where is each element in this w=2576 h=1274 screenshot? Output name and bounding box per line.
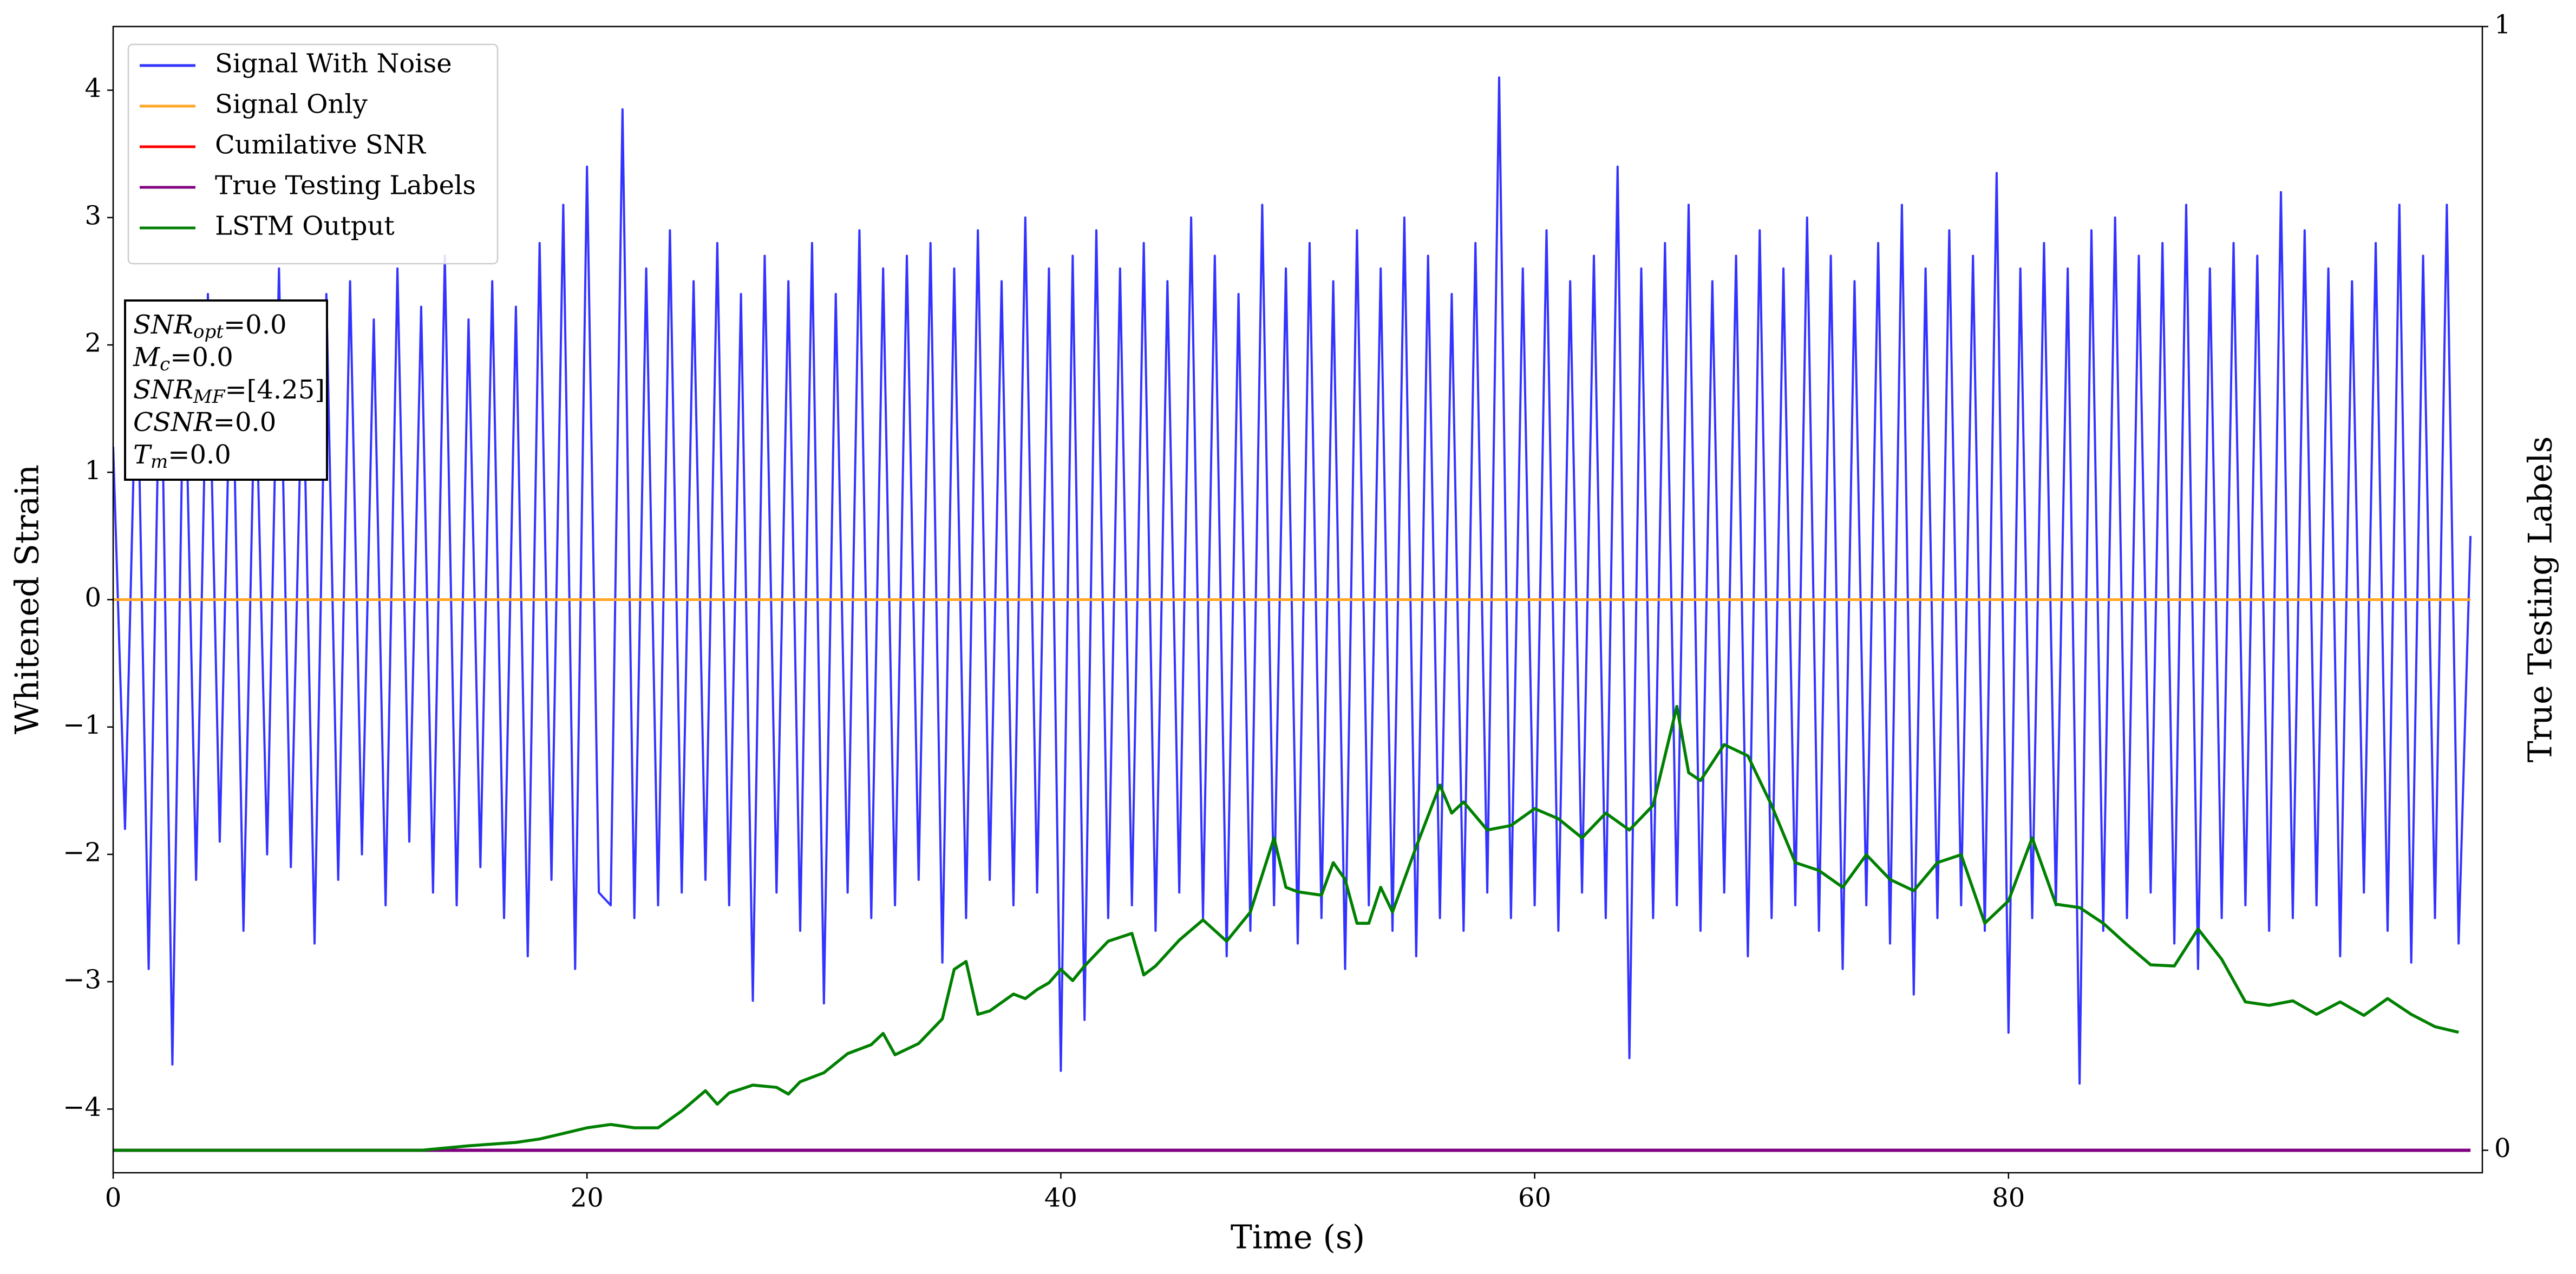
y-tick-label: −1 bbox=[63, 710, 101, 740]
y-tick-label: 1 bbox=[84, 455, 101, 486]
y-tick-label: 2 bbox=[84, 328, 101, 358]
y-tick-label: 3 bbox=[84, 200, 101, 231]
annotation-subscript: MF bbox=[193, 386, 226, 408]
annotation-subscript: opt bbox=[193, 321, 224, 343]
series-line bbox=[113, 76, 2472, 1085]
y2-tick-label: 1 bbox=[2494, 10, 2511, 40]
y-tick-label: 0 bbox=[84, 583, 101, 613]
series-line bbox=[113, 704, 2459, 1152]
annotation-subscript: c bbox=[160, 354, 170, 375]
y-tick-label: −3 bbox=[63, 965, 101, 995]
annotation-box bbox=[124, 299, 328, 481]
annotation-symbol: T bbox=[133, 440, 152, 470]
annotation-line: CSNR=0.0 bbox=[133, 407, 276, 437]
legend-box bbox=[127, 43, 499, 265]
annotation-line: Tm=0.0 bbox=[133, 440, 231, 473]
annotation-line: SNRopt=0.0 bbox=[133, 310, 287, 343]
annotation-subscript: m bbox=[151, 451, 168, 473]
annotation-value: =0.0 bbox=[168, 440, 231, 470]
y2-tick-label: 0 bbox=[2494, 1133, 2511, 1164]
annotation-line: Mc=0.0 bbox=[133, 342, 233, 376]
x-tick-label: 80 bbox=[1992, 1183, 2025, 1213]
annotation-symbol: M bbox=[133, 342, 161, 373]
y-tick-label: −2 bbox=[63, 837, 101, 867]
x-tick-label: 0 bbox=[105, 1183, 122, 1213]
annotation-value: =[4.25] bbox=[225, 375, 325, 405]
legend-label: True Testing Labels bbox=[215, 171, 476, 201]
annotation-value: =0.0 bbox=[170, 342, 233, 373]
plot-frame bbox=[112, 25, 2483, 1174]
y-tick-label: −4 bbox=[63, 1092, 101, 1122]
x-tick-label: 60 bbox=[1518, 1183, 1551, 1213]
annotation-symbol: SNR bbox=[133, 310, 193, 340]
x-tick-label: 40 bbox=[1044, 1183, 1077, 1213]
legend-label: Cumilative SNR bbox=[215, 130, 427, 160]
annotation-symbol: SNR bbox=[133, 375, 193, 405]
legend-label: LSTM Output bbox=[215, 211, 395, 241]
legend-label: Signal With Noise bbox=[215, 49, 452, 79]
x-axis-label: Time (s) bbox=[1231, 1219, 1365, 1257]
annotation-value: =0.0 bbox=[224, 310, 287, 340]
x-tick-label: 20 bbox=[571, 1183, 604, 1213]
annotation-line: SNRMF=[4.25] bbox=[133, 375, 325, 408]
legend-label: Signal Only bbox=[215, 89, 368, 120]
y-axis-label: Whitened Strain bbox=[9, 465, 47, 734]
annotation-symbol: CSNR bbox=[133, 407, 213, 437]
annotation-value: =0.0 bbox=[213, 407, 277, 437]
y-tick-label: 4 bbox=[84, 73, 101, 103]
y2-axis-label: True Testing Labels bbox=[2522, 436, 2560, 763]
